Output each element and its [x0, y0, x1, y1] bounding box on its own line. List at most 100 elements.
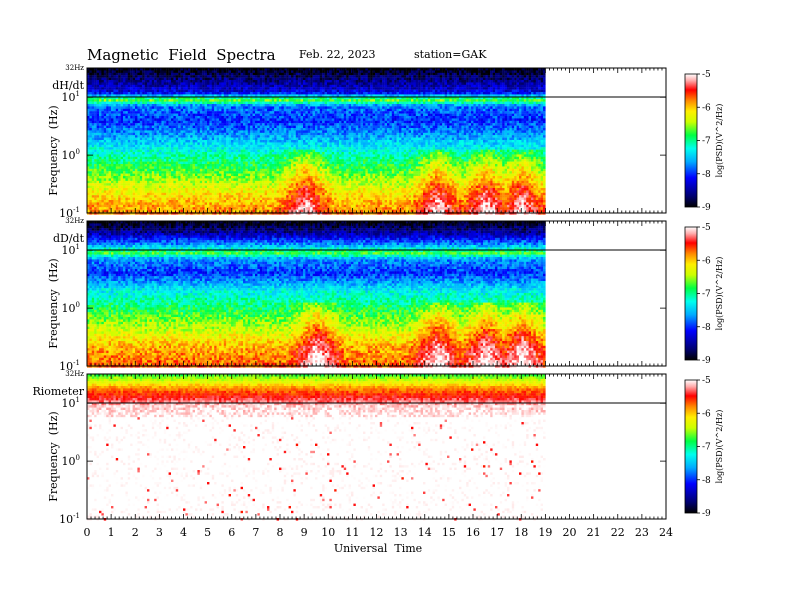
spectrogram-cell	[135, 130, 138, 133]
spectrogram-cell	[144, 144, 148, 148]
spectrogram-cell	[163, 209, 167, 213]
spectrogram-cell	[113, 207, 116, 210]
spectrogram-cell	[173, 140, 176, 143]
spectrogram-cell	[245, 166, 248, 169]
spectrogram-cell	[257, 161, 260, 165]
spectrogram-cell	[207, 200, 210, 203]
spectrogram-cell	[108, 173, 112, 177]
spectrogram-cell	[166, 89, 169, 93]
spectrogram-cell	[214, 101, 217, 105]
spectrogram-cell	[228, 80, 232, 83]
spectrogram-cell	[91, 195, 95, 198]
spectrogram-cell	[262, 152, 265, 155]
spectrogram-cell	[247, 135, 251, 138]
spectrogram-cell	[226, 197, 229, 201]
spectrogram-cell	[106, 113, 109, 117]
spectrogram-cell	[269, 92, 272, 95]
spectrogram-cell	[125, 183, 128, 186]
spectrogram-cell	[190, 171, 193, 174]
spectrogram-cell	[171, 108, 174, 112]
spectrogram-cell	[163, 68, 167, 71]
spectrogram-cell	[168, 168, 172, 172]
spectrogram-cell	[187, 195, 191, 198]
spectrogram-cell	[197, 80, 200, 83]
spectrogram-cell	[130, 125, 133, 129]
spectrogram-cell	[96, 161, 100, 165]
spectrogram-cell	[168, 144, 172, 148]
spectrogram-cell	[96, 164, 100, 167]
spectrogram-cell	[204, 168, 208, 172]
spectrogram-cell	[190, 147, 193, 150]
spectrogram-cell	[259, 82, 263, 85]
spectrogram-cell	[91, 80, 95, 83]
spectrogram-cell	[233, 195, 236, 198]
spectrogram-cell	[199, 84, 203, 88]
spectrogram-cell	[130, 77, 133, 81]
spectrogram-cell	[209, 147, 212, 150]
spectrogram-cell	[94, 154, 97, 157]
spectrogram-cell	[161, 130, 164, 133]
spectrogram-cell	[127, 128, 131, 131]
spectrogram-cell	[199, 180, 203, 184]
spectrogram-cell	[190, 92, 193, 95]
spectrogram-cell	[161, 96, 164, 100]
spectrogram-cell	[103, 147, 107, 150]
spectrogram-cell	[87, 104, 90, 107]
spectrogram-cell	[118, 108, 121, 112]
spectrogram-cell	[226, 84, 229, 88]
spectrogram-cell	[118, 154, 121, 157]
spectrogram-cell	[101, 154, 104, 157]
spectrogram-cell	[199, 159, 203, 162]
spectrogram-cell	[111, 195, 114, 198]
spectrogram-cell	[207, 159, 210, 162]
spectrogram-cell	[195, 130, 198, 133]
spectrogram-cell	[115, 96, 119, 100]
spectrogram-cell	[259, 92, 263, 95]
spectrogram-cell	[166, 166, 169, 169]
spectrogram-cell	[274, 207, 277, 210]
spectrogram-cell	[149, 92, 152, 95]
spectrogram-cell	[190, 128, 193, 131]
spectrogram-cell	[267, 135, 270, 138]
spectrogram-cell	[199, 128, 203, 131]
spectrogram-cell	[279, 123, 282, 126]
spectrogram-cell	[111, 185, 114, 189]
spectrogram-cell	[120, 75, 124, 78]
spectrogram-cell	[202, 197, 205, 201]
spectrogram-cell	[255, 106, 258, 109]
spectrogram-cell	[142, 166, 145, 169]
spectrogram-cell	[187, 152, 191, 155]
spectrogram-cell	[235, 178, 239, 181]
spectrogram-cell	[252, 120, 256, 124]
spectrogram-cell	[130, 142, 133, 145]
spectrogram-cell	[99, 154, 102, 157]
spectrogram-cell	[197, 147, 200, 150]
spectrogram-cell	[173, 132, 176, 136]
spectrogram-cell	[195, 173, 198, 177]
spectrogram-cell	[89, 144, 92, 148]
spectrogram-cell	[252, 192, 256, 196]
spectrogram-cell	[175, 185, 179, 189]
spectrogram-cell	[250, 147, 253, 150]
spectrogram-cell	[144, 68, 148, 71]
spectrogram-cell	[149, 147, 152, 150]
spectrogram-cell	[99, 142, 102, 145]
spectrogram-cell	[216, 192, 220, 196]
spectrogram-cell	[135, 106, 138, 109]
spectrogram-cell	[279, 200, 282, 203]
spectrogram-cell	[154, 72, 157, 76]
spectrogram-cell	[156, 68, 160, 71]
spectrogram-cell	[99, 197, 102, 201]
spectrogram-cell	[221, 204, 224, 208]
spectrogram-cell	[197, 166, 200, 169]
spectrogram-cell	[159, 207, 162, 210]
spectrogram-cell	[204, 173, 208, 177]
spectrogram-cell	[91, 147, 95, 150]
spectrogram-cell	[214, 200, 217, 203]
spectrogram-cell	[187, 154, 191, 157]
spectrogram-cell	[115, 202, 119, 205]
spectrogram-cell	[139, 113, 143, 117]
spectrogram-cell	[267, 171, 270, 174]
spectrogram-cell	[216, 104, 220, 107]
spectrogram-cell	[243, 195, 246, 198]
